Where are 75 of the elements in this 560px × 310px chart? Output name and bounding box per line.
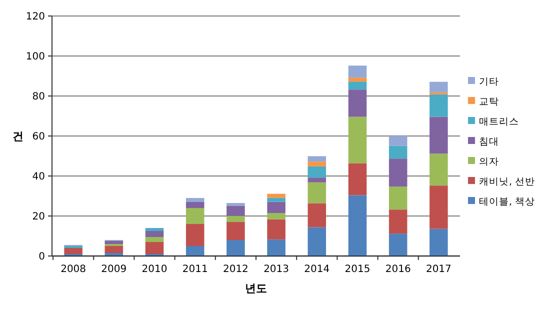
y-tick-label: 20	[32, 212, 45, 222]
legend-label: 의자	[479, 156, 499, 168]
bar	[430, 116, 448, 154]
bar	[226, 206, 245, 216]
bar	[348, 116, 367, 164]
bar	[145, 228, 164, 231]
bar	[267, 198, 286, 202]
bar	[226, 222, 245, 240]
bar	[388, 136, 408, 146]
x-tick-label: 2013	[264, 264, 290, 275]
bar	[430, 94, 448, 117]
bar	[348, 78, 367, 82]
bar	[267, 239, 286, 256]
x-tick-label: 2014	[304, 264, 330, 275]
bar	[430, 186, 448, 229]
bar	[226, 216, 245, 222]
bar	[430, 228, 448, 256]
bar	[186, 198, 204, 202]
bar	[186, 208, 204, 224]
bar	[348, 82, 367, 90]
y-tick-label: 120	[26, 12, 45, 22]
x-tick-label: 2015	[344, 264, 370, 275]
x-tick-label: 2012	[222, 264, 248, 275]
bar	[388, 234, 408, 256]
y-tick-label: 0	[38, 252, 45, 262]
x-tick-label: 2017	[426, 264, 452, 275]
bar	[104, 241, 124, 244]
bar	[430, 154, 448, 186]
bar	[348, 195, 367, 256]
bar	[186, 202, 204, 208]
bar	[308, 182, 326, 204]
y-tick-label: 40	[32, 172, 45, 182]
bar	[267, 194, 286, 198]
bar	[388, 158, 408, 187]
bar	[186, 224, 204, 246]
y-tick-label: 100	[26, 52, 45, 62]
legend-label: 기타	[479, 76, 499, 88]
bar	[388, 186, 408, 210]
bar	[308, 178, 326, 182]
bar	[267, 219, 286, 240]
bar	[388, 210, 408, 234]
y-tick-label: 80	[32, 92, 45, 102]
bar	[308, 227, 326, 256]
bar	[267, 202, 286, 213]
bar	[348, 90, 367, 117]
bar	[308, 156, 326, 162]
bar	[145, 237, 164, 242]
bar	[104, 246, 124, 253]
bar	[348, 163, 367, 196]
x-tick-label: 2008	[60, 264, 86, 275]
x-tick-label: 2010	[142, 264, 168, 275]
bar	[145, 231, 164, 237]
legend-label: 테이블, 책상	[479, 196, 536, 208]
bar	[348, 66, 367, 78]
y-tick-label: 60	[32, 132, 45, 142]
legend-label: 캐비닛, 선반	[479, 176, 536, 188]
bar	[430, 82, 448, 92]
legend-label: 침대	[479, 136, 499, 148]
bar	[226, 203, 245, 206]
legend-label: 매트리스	[479, 116, 519, 128]
bar	[308, 166, 326, 178]
bar	[145, 242, 164, 254]
y-axis-title: 건	[12, 130, 24, 143]
x-tick-label: 2011	[182, 264, 208, 275]
bar	[308, 162, 326, 166]
x-tick-label: 2009	[101, 264, 127, 275]
bar	[64, 248, 82, 254]
bar	[186, 246, 204, 256]
bar	[388, 146, 408, 159]
bar	[308, 203, 326, 228]
bar	[226, 240, 245, 256]
legend-label: 교탁	[479, 96, 499, 108]
bar	[267, 213, 286, 220]
x-axis-title: 년도	[245, 282, 267, 295]
x-tick-label: 2016	[385, 264, 411, 275]
